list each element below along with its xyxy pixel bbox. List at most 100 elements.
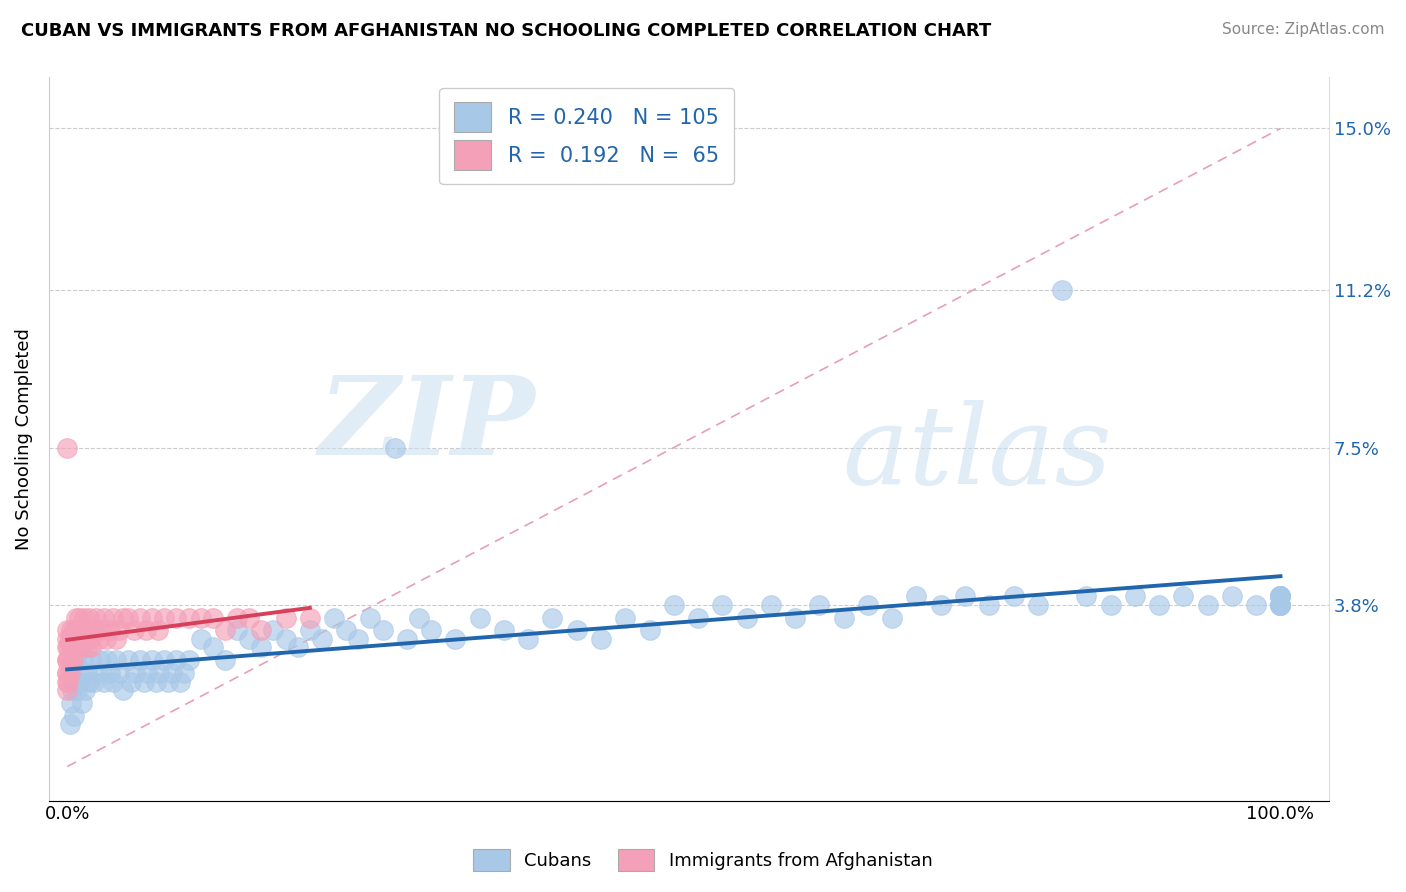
- Point: [1002, 590, 1025, 604]
- Point: [103, 674, 125, 689]
- Point: [156, 674, 179, 689]
- Legend: R = 0.240   N = 105, R =  0.192   N =  65: R = 0.240 N = 105, R = 0.192 N = 65: [439, 87, 734, 185]
- Point: [79, 632, 101, 646]
- Point: [177, 653, 200, 667]
- Point: [145, 674, 167, 689]
- Point: [111, 683, 134, 698]
- Point: [408, 610, 430, 624]
- Point: [1270, 598, 1292, 612]
- Point: [58, 674, 80, 689]
- Point: [124, 665, 146, 680]
- Point: [1123, 590, 1146, 604]
- Text: ZIP: ZIP: [319, 371, 536, 478]
- Point: [77, 674, 100, 689]
- Point: [141, 610, 163, 624]
- Point: [121, 674, 143, 689]
- Point: [65, 610, 87, 624]
- Point: [201, 610, 224, 624]
- Point: [250, 624, 273, 638]
- Point: [165, 610, 187, 624]
- Point: [929, 598, 952, 612]
- Point: [135, 624, 157, 638]
- Point: [62, 640, 84, 655]
- Point: [104, 632, 127, 646]
- Point: [65, 653, 87, 667]
- Point: [94, 632, 117, 646]
- Legend: Cubans, Immigrants from Afghanistan: Cubans, Immigrants from Afghanistan: [467, 842, 939, 879]
- Point: [62, 653, 84, 667]
- Point: [59, 696, 82, 710]
- Point: [785, 610, 807, 624]
- Point: [77, 610, 100, 624]
- Point: [262, 624, 284, 638]
- Point: [565, 624, 588, 638]
- Point: [347, 632, 370, 646]
- Point: [1173, 590, 1195, 604]
- Point: [117, 610, 139, 624]
- Point: [1270, 590, 1292, 604]
- Point: [98, 665, 121, 680]
- Point: [238, 632, 260, 646]
- Point: [59, 640, 82, 655]
- Point: [360, 610, 382, 624]
- Point: [56, 624, 79, 638]
- Point: [1220, 590, 1243, 604]
- Point: [323, 610, 346, 624]
- Point: [1147, 598, 1170, 612]
- Point: [298, 624, 321, 638]
- Point: [517, 632, 540, 646]
- Point: [86, 665, 108, 680]
- Text: CUBAN VS IMMIGRANTS FROM AFGHANISTAN NO SCHOOLING COMPLETED CORRELATION CHART: CUBAN VS IMMIGRANTS FROM AFGHANISTAN NO …: [21, 22, 991, 40]
- Point: [371, 624, 394, 638]
- Point: [298, 610, 321, 624]
- Point: [160, 665, 183, 680]
- Point: [136, 665, 159, 680]
- Point: [63, 624, 86, 638]
- Point: [1270, 590, 1292, 604]
- Point: [953, 590, 976, 604]
- Point: [56, 632, 79, 646]
- Point: [56, 683, 79, 698]
- Point: [66, 683, 89, 698]
- Point: [1270, 598, 1292, 612]
- Point: [56, 665, 79, 680]
- Point: [169, 674, 191, 689]
- Point: [63, 708, 86, 723]
- Point: [1244, 598, 1267, 612]
- Point: [1270, 598, 1292, 612]
- Point: [76, 665, 98, 680]
- Point: [60, 683, 83, 698]
- Point: [87, 632, 110, 646]
- Point: [75, 632, 97, 646]
- Point: [287, 640, 309, 655]
- Point: [384, 441, 406, 455]
- Point: [662, 598, 685, 612]
- Point: [1270, 590, 1292, 604]
- Point: [177, 610, 200, 624]
- Point: [638, 624, 661, 638]
- Point: [76, 640, 98, 655]
- Point: [67, 665, 90, 680]
- Point: [56, 441, 79, 455]
- Point: [226, 624, 249, 638]
- Point: [111, 610, 134, 624]
- Text: atlas: atlas: [842, 400, 1112, 508]
- Point: [129, 653, 152, 667]
- Point: [70, 640, 93, 655]
- Point: [67, 674, 90, 689]
- Point: [84, 610, 107, 624]
- Point: [90, 624, 112, 638]
- Point: [238, 610, 260, 624]
- Point: [165, 653, 187, 667]
- Point: [711, 598, 734, 612]
- Point: [56, 665, 79, 680]
- Point: [58, 640, 80, 655]
- Point: [89, 653, 111, 667]
- Point: [468, 610, 491, 624]
- Point: [274, 610, 297, 624]
- Point: [67, 624, 90, 638]
- Point: [60, 632, 83, 646]
- Point: [190, 632, 212, 646]
- Point: [69, 632, 91, 646]
- Point: [83, 624, 105, 638]
